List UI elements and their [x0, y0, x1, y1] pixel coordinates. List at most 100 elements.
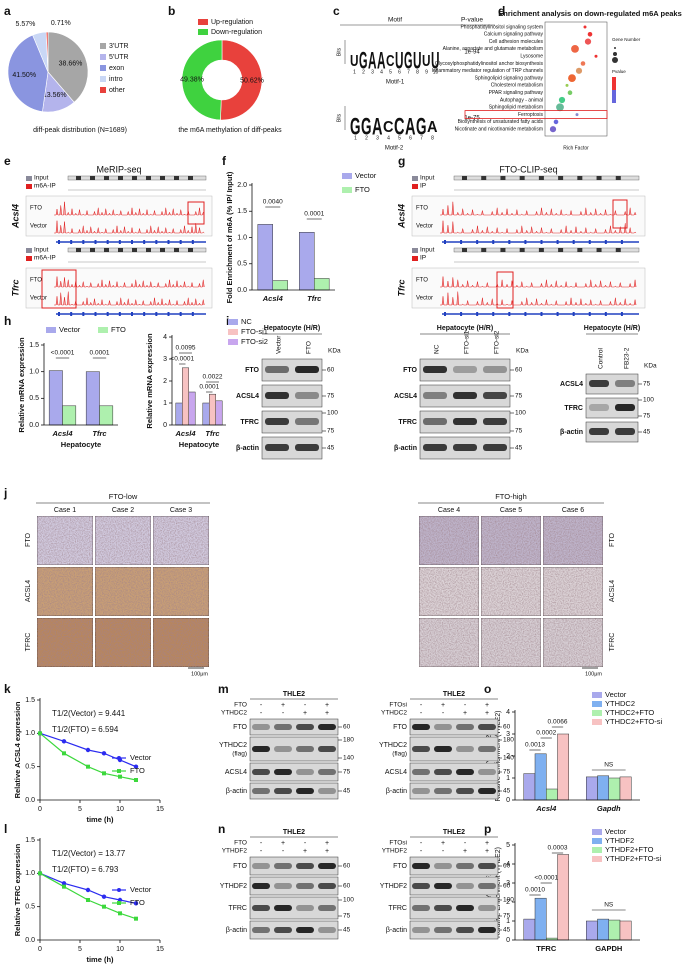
panel-letter: a	[4, 4, 11, 18]
y-tick-label: 1	[506, 918, 510, 925]
motif-letter: U	[431, 47, 440, 74]
x-tick-label: Gapdh	[597, 804, 621, 813]
p-value: 0.0001	[304, 211, 324, 218]
condition-sign: +	[303, 848, 307, 855]
blot-band	[423, 366, 447, 373]
slice	[47, 31, 89, 103]
blot-band	[318, 724, 336, 730]
y-tick-label: 1.0	[237, 234, 247, 241]
x-axis-label: Hepatocyte	[179, 440, 219, 449]
legend-label: Input	[34, 247, 49, 254]
legend-label: Input	[34, 175, 49, 182]
blot-strip	[585, 397, 639, 419]
ideogram-band	[481, 248, 487, 252]
point	[134, 916, 138, 921]
blot-title: THLE2	[443, 829, 465, 836]
pathway-label: Cholesterol metabolism	[491, 83, 543, 89]
marker-label: 100	[327, 410, 338, 417]
marker-label: 75	[327, 393, 335, 400]
marker-label: 75	[327, 428, 335, 435]
panel-title: Enrichment analysis on down-regulated m6…	[498, 9, 682, 18]
protein-label: β-actin	[386, 788, 407, 795]
exon	[82, 312, 85, 316]
exon	[604, 240, 607, 244]
marker-label: 60	[515, 367, 523, 374]
blot-band	[615, 404, 635, 411]
x-tick-label: TFRC	[536, 944, 557, 953]
exon	[476, 312, 479, 316]
ideogram	[453, 247, 640, 253]
lane-label: FTO-si1	[464, 330, 471, 354]
exon	[492, 240, 495, 244]
enrichment-dot	[553, 119, 559, 125]
legend-swatch	[26, 176, 32, 181]
ideogram-band	[76, 176, 81, 180]
ihc-image	[94, 566, 152, 617]
blot-strip	[261, 410, 323, 434]
blot-title: THLE2	[283, 691, 305, 698]
x-axis-label: Rich Factor	[563, 145, 589, 151]
ideogram-band	[146, 176, 151, 180]
bar	[85, 371, 100, 426]
p-value: <0.0001	[170, 356, 194, 363]
marker-label: 180	[503, 737, 514, 744]
y-tick-label: 3	[506, 880, 510, 887]
blot-band	[589, 380, 609, 387]
y-axis-label: Relative ACSL4 expression	[13, 701, 22, 798]
legend-label: m6A-IP	[34, 183, 56, 190]
protein-label: β-actin	[560, 429, 583, 436]
blot-band	[318, 905, 336, 911]
protein-label: FTO	[393, 724, 407, 731]
marker-label: 180	[343, 737, 354, 744]
stain-label: ACSL4	[25, 580, 32, 602]
marker-label: 45	[503, 927, 511, 934]
blot-title: Hepatocyte (H/R)	[437, 325, 493, 332]
condition-sign: +	[463, 710, 467, 717]
legend-swatch	[342, 173, 352, 179]
blot-band	[456, 724, 474, 730]
exon	[179, 312, 182, 316]
ihc-image	[542, 617, 604, 668]
bar	[314, 278, 330, 291]
legend-label: 5'UTR	[109, 54, 129, 61]
condition-label: YTHDF2	[222, 848, 248, 855]
legend-swatch	[592, 856, 602, 862]
condition-sign: -	[442, 848, 445, 855]
legend-label: YTHDC2+FTO-si	[605, 717, 662, 726]
lane-label: FTO-si2	[494, 330, 501, 354]
exon	[155, 240, 158, 244]
legend-label: YTHDF2+FTO-si	[605, 854, 662, 863]
y-tick-label: 1.5	[25, 837, 35, 844]
exon	[131, 240, 133, 244]
blot-band	[252, 905, 270, 911]
marker-label: 45	[515, 445, 523, 452]
legend-label: FTO	[111, 325, 126, 334]
exon	[58, 240, 60, 244]
blot-band	[615, 380, 635, 387]
legend-swatch	[198, 19, 208, 25]
p-value: 0.0010	[525, 887, 545, 894]
legend-label: NC	[241, 317, 252, 326]
lane-label: FB23-2	[624, 347, 631, 369]
stain-label: ACSL4	[609, 580, 616, 602]
point	[134, 778, 138, 782]
marker-label: 45	[327, 445, 335, 452]
condition-label: YTHDC2	[221, 710, 247, 717]
legend-swatch	[98, 327, 108, 333]
p-value: <0.0001	[534, 875, 558, 882]
x-tick-label: 10	[116, 946, 124, 953]
blot-band	[295, 392, 319, 399]
coverage-peak	[440, 276, 637, 288]
legend-swatch	[592, 692, 602, 698]
point	[101, 751, 107, 756]
motif-letter: A	[368, 47, 377, 74]
exon	[524, 312, 527, 316]
legend-swatch	[26, 248, 32, 253]
y-tick-label: 0.5	[29, 395, 39, 402]
bar	[608, 919, 621, 941]
y-tick-label: 1.5	[29, 342, 39, 349]
pathway-label: Autophagy - animal	[500, 97, 543, 103]
protein-label: TFRC	[240, 419, 259, 426]
case-label: Case 2	[112, 507, 134, 514]
